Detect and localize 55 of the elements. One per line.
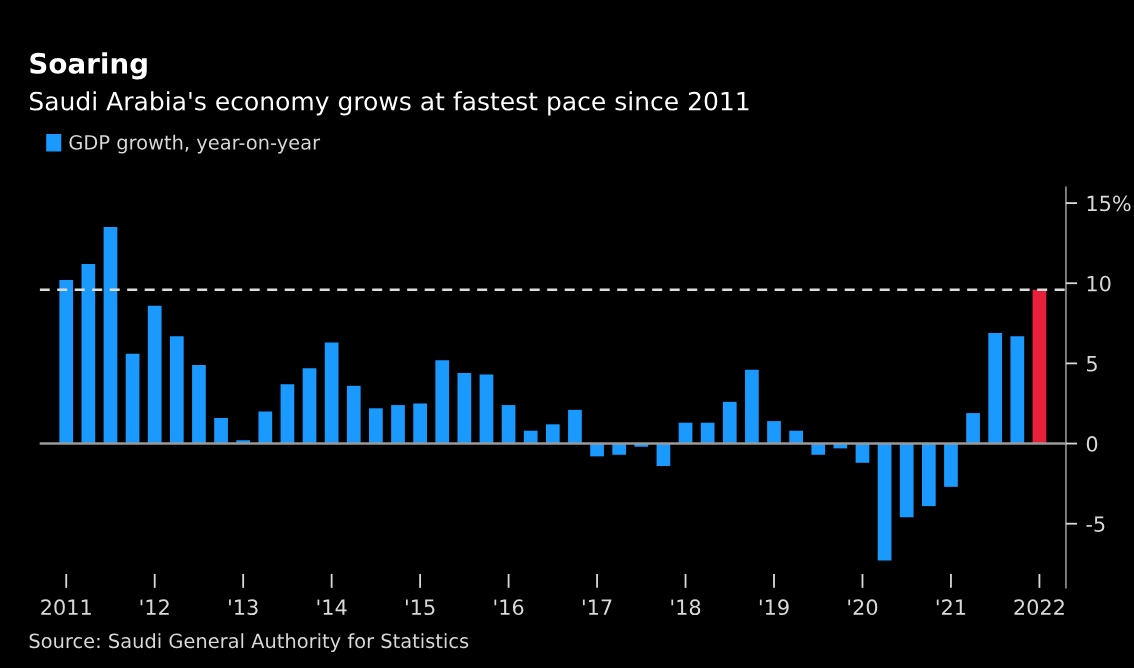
bar [214,417,228,444]
bar [192,365,206,444]
bar [346,385,361,444]
bar [479,374,494,444]
bar [966,413,980,444]
bar [147,305,162,444]
bar [1032,289,1047,444]
y-tick-label: 5 [1087,356,1097,372]
bar [700,422,715,444]
x-tick-label: '21 [936,599,966,615]
y-tick-label: 0 [1086,436,1098,452]
bar [258,411,273,444]
x-tick-label: '13 [229,599,258,616]
bar [81,263,96,444]
source-note: Source: Saudi General Authority for Statistics [29,633,469,652]
x-tick-label: '19 [759,599,789,616]
bar [169,336,184,444]
bar [435,360,450,444]
bar [501,405,516,444]
x-tick-label: 2011 [41,599,91,616]
x-tick-label: '12 [140,599,169,615]
bar [767,421,781,444]
bar [103,227,118,444]
bar [568,409,582,444]
chart-subtitle: Saudi Arabia's economy grows at fastest pace since 2011 [30,91,749,116]
bar [302,368,317,444]
bar [921,443,936,507]
x-tick-label: '16 [494,599,524,616]
bar [899,443,914,518]
x-tick-label: '20 [848,599,878,616]
bar [413,403,427,444]
x-tick-label: '14 [317,599,347,615]
bar [988,332,1003,444]
bar [944,443,958,487]
bar [1010,336,1025,444]
y-tick-label: -5 [1086,516,1105,532]
bar [324,342,339,444]
bar [391,405,405,444]
bar [59,280,74,444]
x-tick-label: '17 [582,599,612,615]
bar [722,401,737,444]
x-tick-label: '18 [671,599,701,616]
chart-title: Soaring [30,52,147,80]
bar [745,369,759,444]
bar [877,443,892,561]
bar [125,353,140,444]
x-tick-label: '15 [406,599,435,616]
bar [280,384,295,444]
bar [545,424,560,444]
bar [457,373,472,444]
y-tick-label: 10 [1087,275,1111,292]
bar [369,408,383,444]
y-tick-label: 15% [1087,195,1131,212]
legend-label: GDP growth, year-on-year [69,134,321,154]
x-tick-label: 2022 [1014,599,1064,616]
